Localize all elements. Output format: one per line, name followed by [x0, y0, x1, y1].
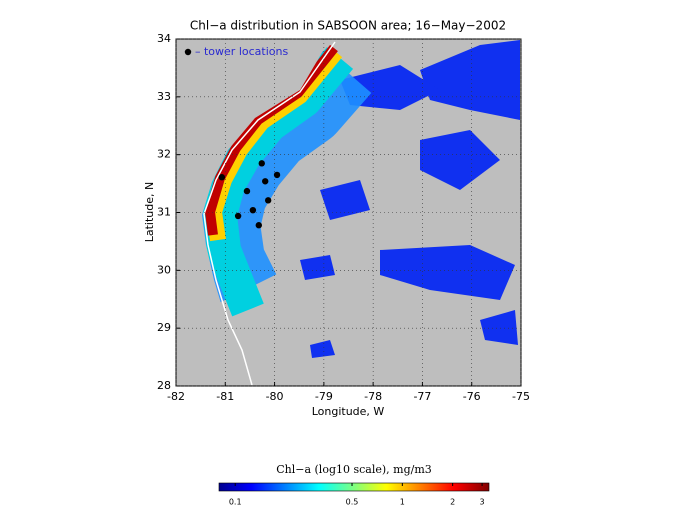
x-axis-label: Longitude, W	[312, 405, 385, 418]
colorbar	[218, 482, 490, 492]
y-tick-label: 34	[157, 32, 171, 45]
y-tick-label: 32	[157, 148, 171, 161]
x-tick-label: -76	[463, 390, 481, 403]
tower	[234, 212, 242, 220]
colorbar-tick-label: 0.5	[346, 498, 359, 507]
y-tick-label: 29	[157, 321, 171, 334]
y-tick-label: 31	[157, 206, 171, 219]
map-title: Chl−a distribution in SABSOON area; 16−M…	[190, 19, 506, 33]
y-tick-label: 28	[157, 379, 171, 392]
x-tick-label: -82	[167, 390, 185, 403]
tower	[273, 171, 281, 179]
tower	[258, 160, 265, 167]
tower	[249, 206, 257, 214]
y-tick-label: 30	[157, 263, 171, 276]
tower	[255, 222, 262, 229]
x-tick-label: -81	[216, 390, 234, 403]
colorbar-tick-label: 2	[450, 498, 455, 507]
tower	[243, 187, 251, 195]
tower	[262, 178, 269, 185]
x-tick-label: -78	[364, 390, 382, 403]
colorbar-tick-label: 0.1	[229, 498, 242, 507]
x-tick-label: -77	[413, 390, 431, 403]
legend-label: – tower locations	[195, 45, 288, 58]
colorbar-tick-label: 1	[400, 498, 405, 507]
y-tick-label: 33	[157, 90, 171, 103]
x-tick-label: -79	[315, 390, 333, 403]
x-tick-label: -80	[266, 390, 284, 403]
tower	[218, 174, 226, 181]
chlorophyll-field	[176, 39, 520, 386]
y-axis-label: Latitude, N	[143, 182, 156, 243]
colorbar-tick-label: 3	[480, 498, 485, 507]
colorbar-title: Chl−a (log10 scale), mg/m3	[276, 463, 432, 476]
legend-marker	[184, 48, 192, 56]
tower	[264, 197, 272, 204]
x-tick-label: -75	[512, 390, 530, 403]
